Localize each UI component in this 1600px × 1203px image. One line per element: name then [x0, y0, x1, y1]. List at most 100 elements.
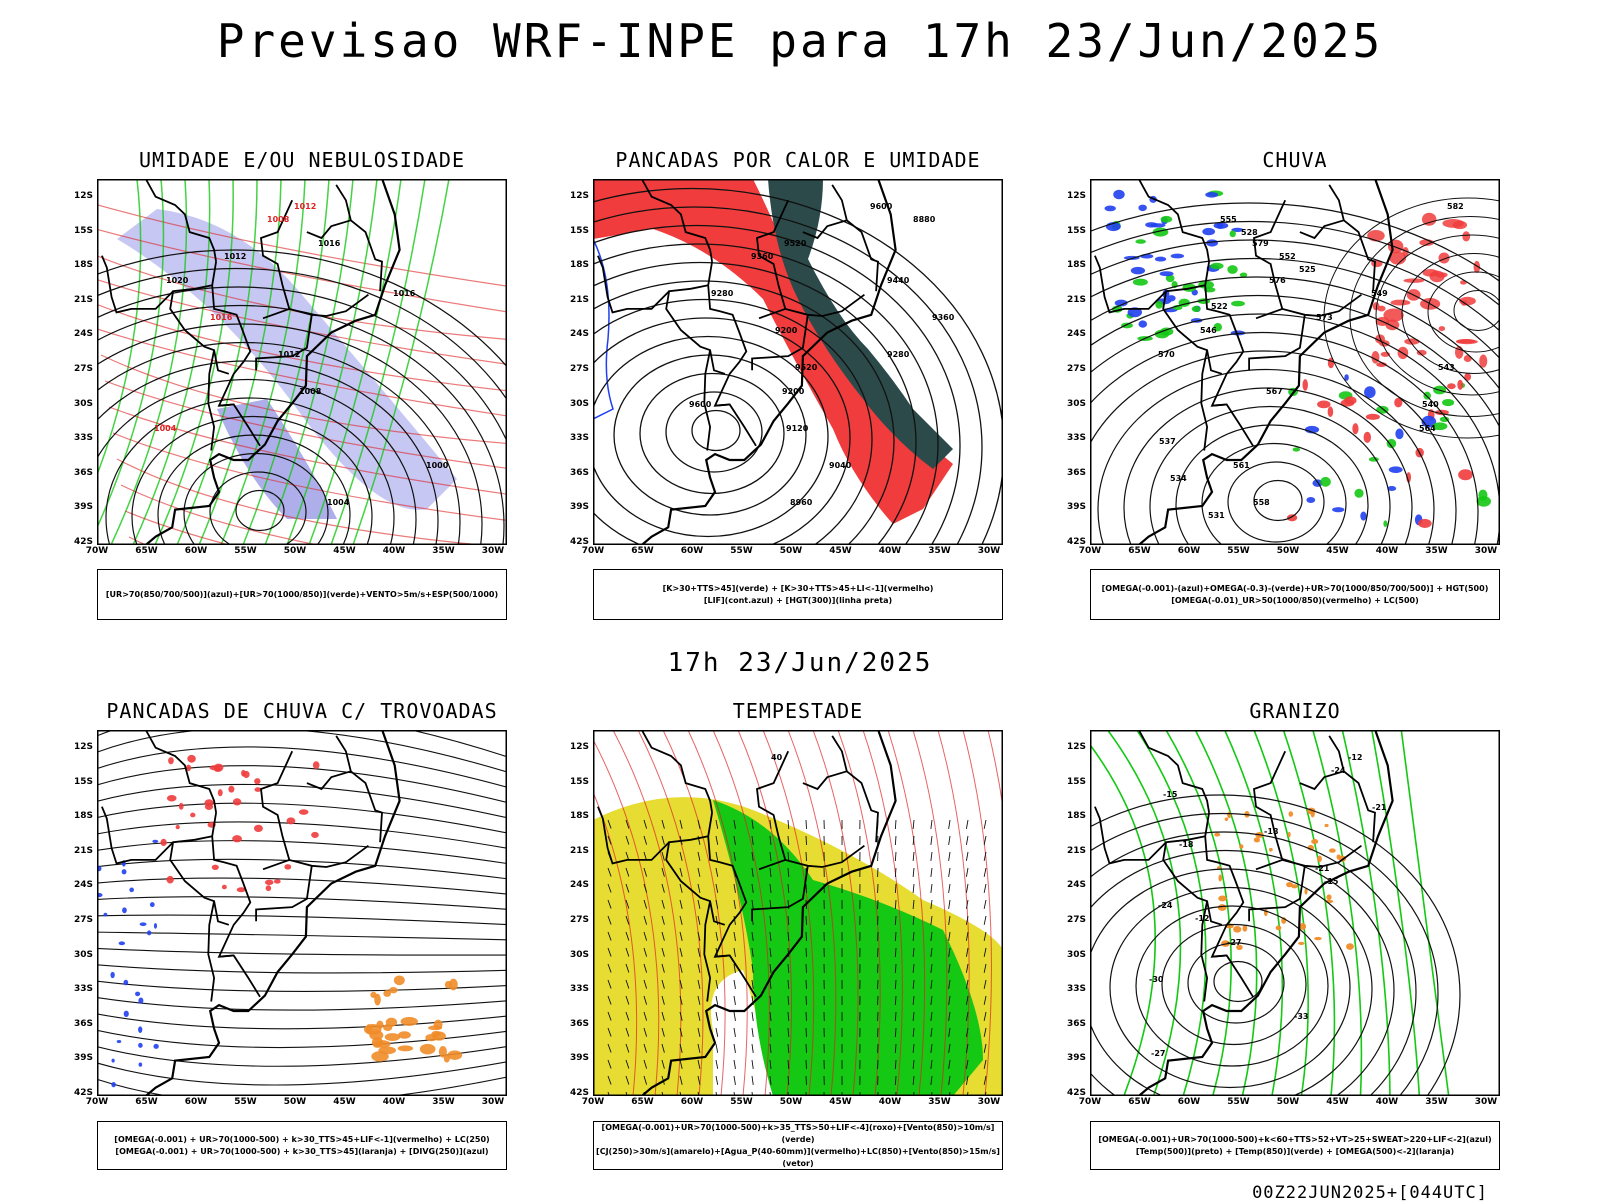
- divergence-blue: [124, 1011, 129, 1017]
- lat-label: 27S: [561, 364, 589, 374]
- lon-label: 70W: [578, 546, 608, 556]
- convective-orange: [420, 1044, 436, 1055]
- lat-label: 36S: [1058, 468, 1086, 478]
- lon-label: 30W: [478, 546, 508, 556]
- main-title: Previsao WRF-INPE para 17h 23/Jun/2025: [0, 14, 1600, 68]
- panel-title-pancadas-trovoadas: PANCADAS DE CHUVA C/ TROVOADAS: [57, 699, 547, 723]
- lat-label: 30S: [1058, 950, 1086, 960]
- contour-label: -12: [1348, 753, 1362, 762]
- precip-cell: [1113, 190, 1124, 200]
- precip-cell: [1131, 267, 1145, 274]
- omega-orange: [1218, 875, 1222, 882]
- divergence-blue: [138, 997, 143, 1003]
- legend-line: [OMEGA(-0.001)+UR>70(1000-500)+k>35_TTS>…: [594, 1122, 1002, 1146]
- omega-orange: [1298, 942, 1304, 945]
- lat-label: 24S: [561, 880, 589, 890]
- lon-label: 60W: [677, 1097, 707, 1107]
- contour-label: -12: [1195, 914, 1209, 923]
- wind-vector: [806, 948, 807, 957]
- precip-cell: [1332, 507, 1344, 512]
- contour-label: 1012: [294, 202, 316, 211]
- lon-label: 70W: [578, 1097, 608, 1107]
- divergence-blue: [129, 888, 134, 893]
- convective-orange: [386, 1018, 397, 1027]
- divergence-blue: [135, 992, 140, 997]
- panel-title-granizo: GRANIZO: [1050, 699, 1540, 723]
- legend-line: [UR>70(850/700/500)](azul)+[UR>70(1000/8…: [106, 589, 498, 601]
- wind-vector: [806, 964, 807, 973]
- rain-red: [1377, 306, 1385, 312]
- lat-label: 33S: [1058, 984, 1086, 994]
- contour-label: -27: [1151, 1049, 1165, 1058]
- divergence-blue: [122, 907, 127, 913]
- lon-label: 60W: [677, 546, 707, 556]
- divergence-blue: [138, 1043, 143, 1048]
- country-border: [219, 956, 234, 957]
- lat-label: 33S: [65, 433, 93, 443]
- lon-label: 45W: [1323, 546, 1353, 556]
- contour-label: 543: [1438, 363, 1455, 372]
- lat-label: 33S: [561, 984, 589, 994]
- country-border: [1212, 956, 1227, 957]
- contour-label: 552: [1279, 252, 1296, 261]
- convective-red: [212, 865, 219, 870]
- contour-label: 558: [1253, 498, 1270, 507]
- lat-label: 18S: [561, 260, 589, 270]
- lat-label: 27S: [561, 915, 589, 925]
- precip-cell: [1478, 490, 1487, 501]
- lon-label: 50W: [280, 546, 310, 556]
- convective-orange: [374, 994, 381, 1006]
- wind-vector: [806, 996, 807, 1005]
- contour-label: 573: [1316, 313, 1333, 322]
- convective-orange: [428, 1026, 442, 1031]
- wind-vector: [806, 1060, 807, 1069]
- convective-red: [168, 757, 174, 764]
- lat-label: 12S: [65, 742, 93, 752]
- rain-red: [1455, 346, 1463, 359]
- contour-label: 528: [1241, 228, 1258, 237]
- convective-red: [313, 761, 320, 769]
- lat-label: 18S: [1058, 260, 1086, 270]
- lon-label: 45W: [330, 1097, 360, 1107]
- lat-label: 30S: [65, 950, 93, 960]
- convective-orange: [398, 1031, 411, 1038]
- lat-label: 12S: [65, 191, 93, 201]
- convective-red: [190, 813, 195, 818]
- precip-cell: [1155, 257, 1166, 262]
- convective-orange: [364, 1024, 382, 1035]
- precip-cell: [1145, 222, 1157, 228]
- lon-label: 30W: [974, 546, 1004, 556]
- lon-label: 45W: [826, 546, 856, 556]
- precip-cell: [1231, 301, 1245, 307]
- convective-red: [233, 798, 241, 805]
- contour-label: 9600: [870, 202, 893, 211]
- contour-label: -30: [1149, 975, 1164, 984]
- divergence-blue: [111, 1059, 114, 1063]
- lon-label: 50W: [1273, 1097, 1303, 1107]
- precip-cell: [1320, 477, 1331, 487]
- lon-label: 55W: [231, 1097, 261, 1107]
- contour-label: 9200: [775, 326, 798, 335]
- lat-label: 33S: [1058, 433, 1086, 443]
- lat-label: 21S: [561, 295, 589, 305]
- run-timestamp: 00Z22JUN2025+[044UTC]: [1252, 1183, 1488, 1203]
- wind-vector: [806, 884, 807, 893]
- contour-label: 579: [1252, 239, 1269, 248]
- contour-label: 9360: [932, 313, 955, 322]
- contour-label: 1016: [393, 289, 416, 298]
- convective-red: [166, 876, 173, 884]
- omega-orange: [1314, 937, 1322, 940]
- convective-orange: [385, 1033, 400, 1041]
- convective-red: [167, 795, 177, 801]
- contour-label: 1016: [318, 239, 341, 248]
- wind-vector: [806, 1012, 807, 1021]
- map-granizo: -12-15-18-21-24-27-30-33-27-24-21-18-15-…: [1090, 730, 1500, 1096]
- precip-cell: [1230, 230, 1236, 237]
- contour-label: 9040: [829, 461, 852, 470]
- precip-cell: [1389, 466, 1403, 473]
- precip-cell: [1138, 205, 1147, 211]
- lon-label: 30W: [478, 1097, 508, 1107]
- lat-label: 30S: [561, 399, 589, 409]
- lon-label: 60W: [181, 1097, 211, 1107]
- country-border: [219, 405, 234, 406]
